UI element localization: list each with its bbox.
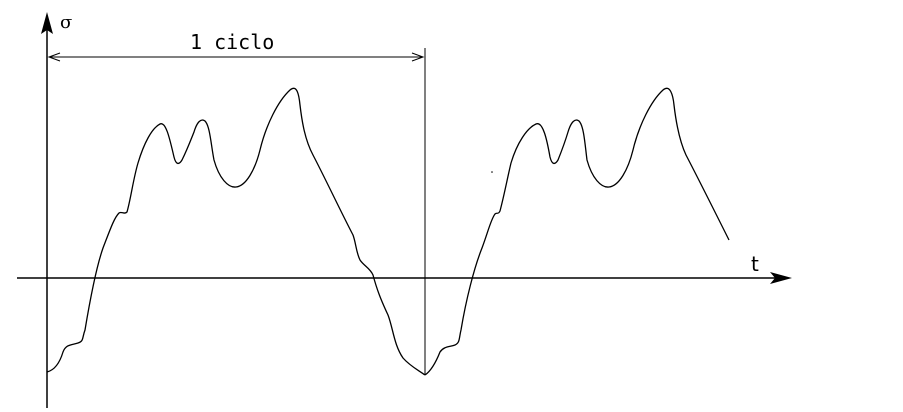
y-axis-arrowhead — [41, 12, 53, 34]
stress-waveform-cycle-1 — [46, 87, 426, 376]
stress-waveform-cycle-2 — [424, 87, 730, 376]
cycle-label: 1 ciclo — [190, 30, 274, 54]
y-axis-label: σ — [60, 12, 72, 33]
x-axis-arrowhead — [770, 272, 792, 284]
stray-mark — [491, 171, 493, 173]
cycle-arrow-left — [47, 52, 61, 62]
cycle-arrow-right — [411, 52, 425, 62]
x-axis-label: t — [751, 252, 759, 276]
